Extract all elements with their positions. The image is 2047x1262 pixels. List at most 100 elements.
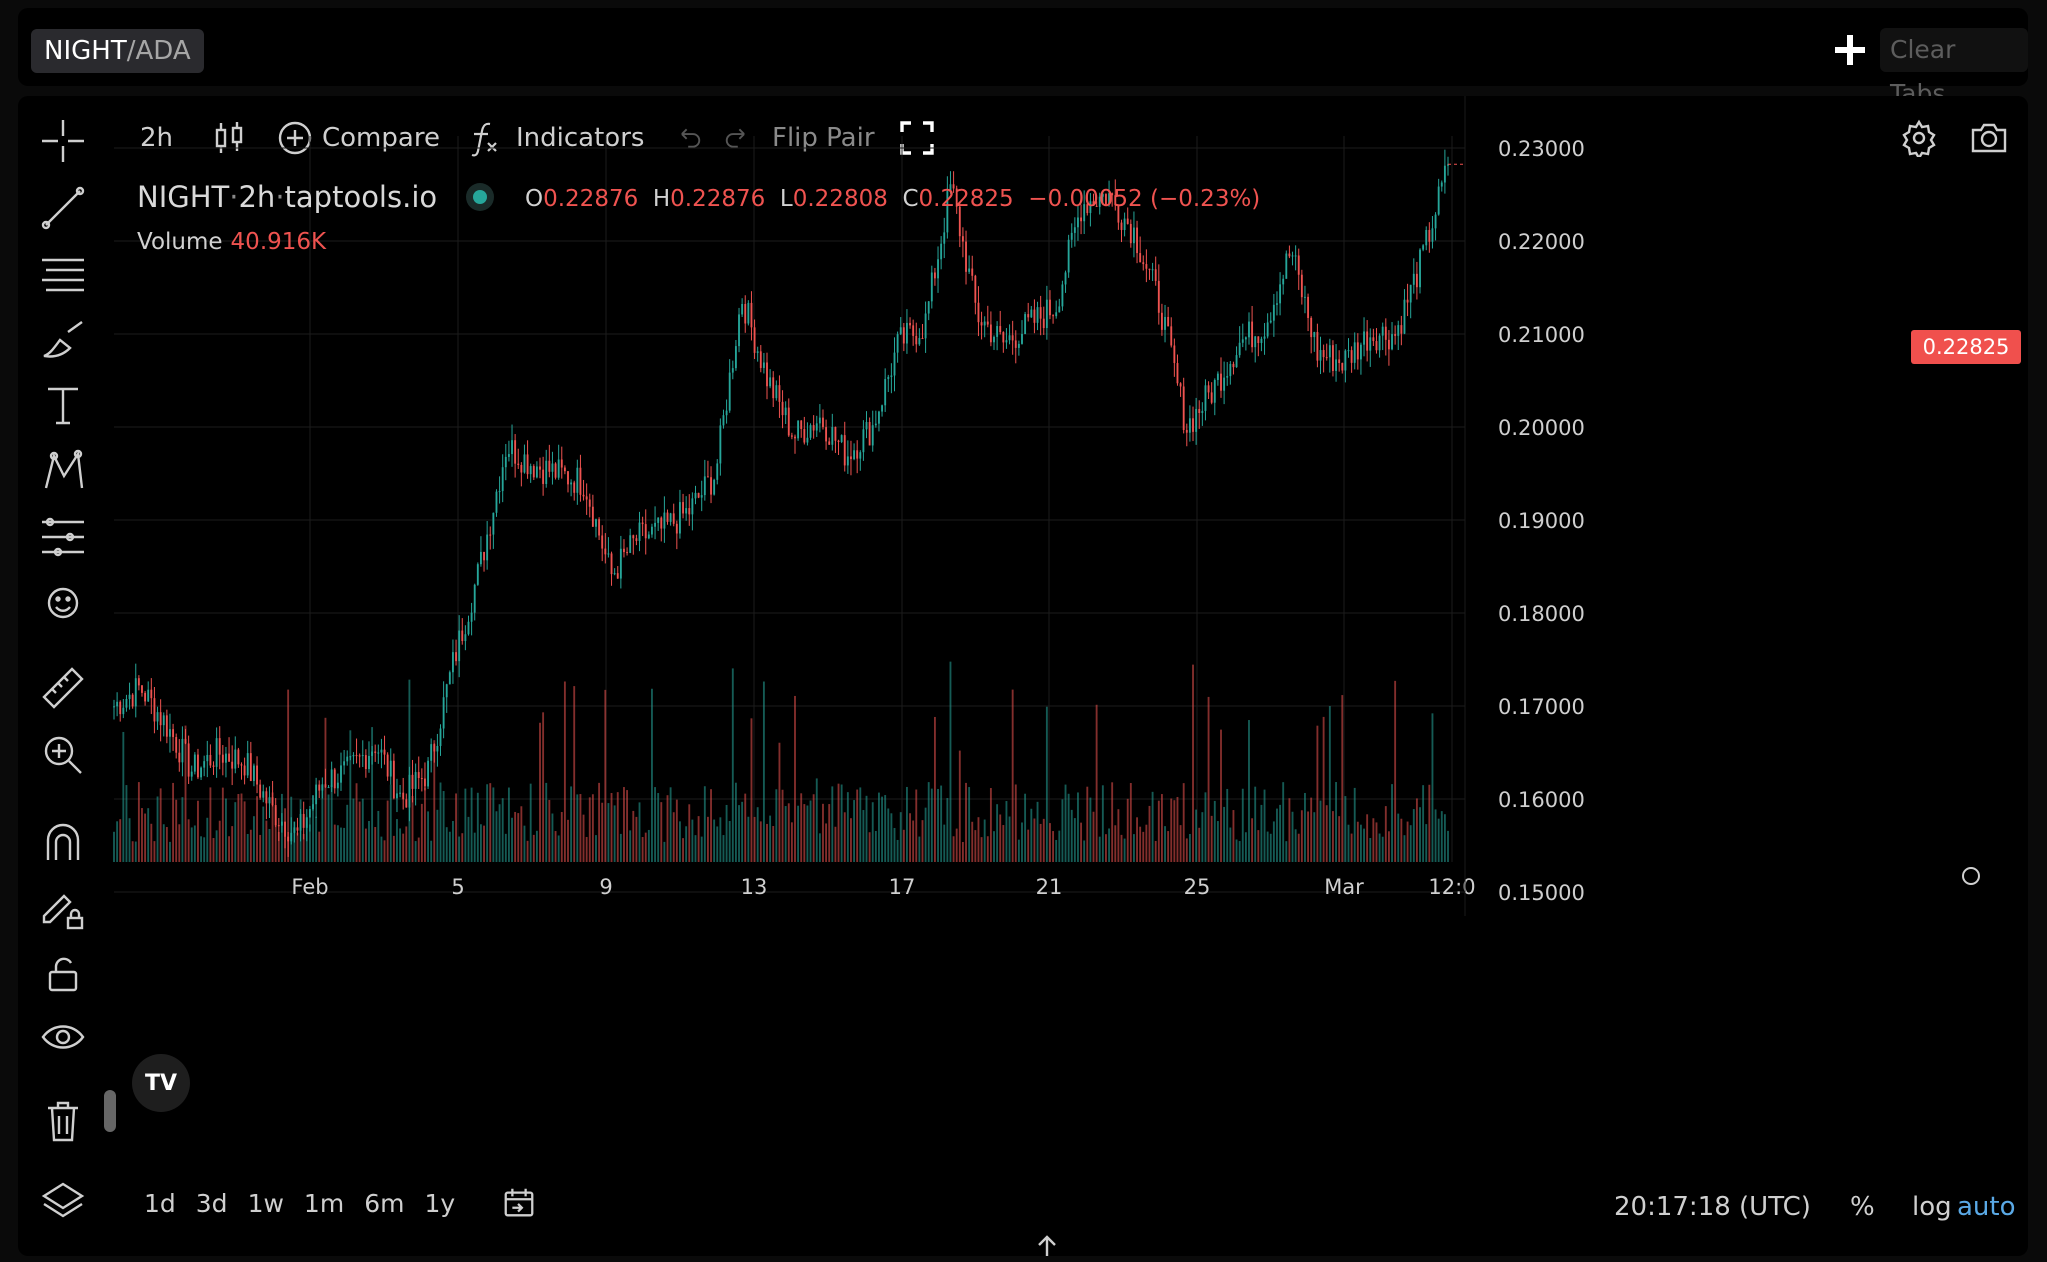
volume-bar (563, 681, 566, 862)
volume-bar (305, 816, 308, 862)
volume-bar (1332, 811, 1334, 862)
candle-body (1223, 377, 1226, 391)
emoji-icon[interactable] (38, 578, 88, 628)
candle-body (542, 469, 545, 484)
candle-body (641, 522, 644, 525)
lock-drawing-icon[interactable] (38, 884, 88, 934)
volume-bar (588, 797, 591, 862)
indicators-button[interactable]: Indicators (466, 114, 644, 162)
timeframe-1m[interactable]: 1m (303, 1189, 345, 1218)
percent-scale-toggle[interactable]: % (1850, 1192, 1875, 1222)
volume-bar (616, 792, 619, 862)
candle-body (560, 459, 563, 468)
ruler-icon[interactable] (38, 663, 88, 713)
chart-type-icon[interactable] (210, 114, 248, 162)
fib-lines-icon[interactable] (38, 250, 88, 300)
candle-body (1238, 342, 1241, 356)
text-icon[interactable] (38, 381, 88, 431)
brush-icon[interactable] (38, 316, 88, 366)
flip-pair-button[interactable]: Flip Pair (772, 123, 875, 153)
candle-body (772, 377, 775, 399)
volume-bar (296, 832, 299, 862)
compare-button[interactable]: Compare (276, 114, 440, 162)
trend-line-icon[interactable] (38, 183, 88, 233)
volume-bar (610, 793, 613, 862)
price-chart[interactable]: 0.15000 0.16000 0.17000 0.18000 0.19000 0.200… (18, 96, 2028, 1256)
volume-bar (1257, 830, 1260, 862)
candle-body (327, 787, 330, 789)
volume-bar (971, 821, 974, 862)
volume-bar (479, 824, 482, 862)
candle-body (1220, 373, 1222, 391)
fullscreen-icon[interactable] (898, 114, 936, 162)
candle-body (1266, 322, 1269, 337)
volume-bar (706, 816, 709, 862)
undo-icon[interactable] (674, 114, 704, 162)
volume-bar (930, 788, 933, 862)
crosshair-icon[interactable] (38, 116, 88, 166)
legend-sep-1: · (229, 180, 239, 214)
candle-body (750, 302, 753, 328)
clear-tabs-button[interactable]: Clear Tabs (1880, 28, 2028, 108)
volume-bar (1350, 833, 1353, 862)
candle-body (1251, 321, 1254, 348)
unlock-icon[interactable] (38, 948, 88, 998)
zoom-in-icon[interactable] (38, 730, 88, 780)
volume-bar (1335, 782, 1337, 862)
volume-bar (483, 825, 485, 862)
volume-bar (1328, 706, 1331, 862)
volume-bar (1049, 823, 1051, 862)
trash-icon[interactable] (38, 1096, 88, 1146)
volume-bar (523, 825, 526, 862)
toolbar-collapse-handle[interactable] (104, 1090, 116, 1132)
layers-icon[interactable] (38, 1174, 88, 1224)
timeframe-6m[interactable]: 6m (364, 1189, 405, 1218)
magnet-icon[interactable] (38, 818, 88, 868)
candle-body (520, 464, 523, 473)
candle-body (887, 376, 890, 380)
candle-body (358, 755, 361, 757)
eye-icon[interactable] (38, 1012, 88, 1062)
expand-panel-icon[interactable] (1032, 1234, 1062, 1256)
date-range-icon[interactable] (501, 1185, 537, 1221)
timeframe-1w[interactable]: 1w (247, 1189, 284, 1218)
volume-bar (1008, 816, 1011, 862)
volume-bar (420, 803, 423, 862)
volume-bar (430, 840, 433, 862)
candle-body (1248, 321, 1250, 338)
candle-body (343, 761, 346, 766)
volume-bar (716, 826, 719, 862)
candle-body (756, 351, 759, 353)
volume-bar (1207, 696, 1210, 862)
volume-bar (467, 816, 470, 862)
timeframe-1y[interactable]: 1y (424, 1189, 456, 1218)
candle-body (1359, 344, 1362, 360)
volume-bar (1210, 815, 1213, 862)
volume-bar (355, 783, 358, 862)
candle-body (218, 738, 221, 755)
candle-body (902, 327, 905, 344)
utc-clock[interactable]: 20:17:18 (UTC) (1614, 1192, 1811, 1222)
pattern-icon[interactable] (38, 446, 88, 496)
volume-bar (940, 785, 943, 862)
log-scale-toggle[interactable]: log (1912, 1192, 1952, 1222)
add-tab-icon[interactable] (1830, 30, 1870, 70)
timeframe-1d[interactable]: 1d (144, 1189, 176, 1218)
timeframe-3d[interactable]: 3d (195, 1189, 228, 1218)
volume-bar (169, 841, 171, 862)
candle-body (318, 784, 321, 791)
redo-icon[interactable] (722, 114, 752, 162)
settings-gear-icon[interactable] (1900, 114, 1938, 162)
volume-bar (828, 804, 831, 862)
tradingview-logo[interactable]: TV (132, 1054, 190, 1112)
camera-icon[interactable] (1970, 114, 2008, 162)
volume-bar (551, 813, 554, 862)
pair-tab[interactable]: NIGHT / ADA (31, 29, 204, 73)
candle-body (744, 303, 747, 324)
forecast-icon[interactable] (38, 512, 88, 562)
x-tick-label: 25 (1184, 875, 1211, 899)
candle-body (619, 548, 622, 579)
volume-bar (476, 792, 479, 862)
interval-button[interactable]: 2h (140, 123, 174, 153)
auto-scale-toggle[interactable]: auto (1957, 1192, 2016, 1222)
